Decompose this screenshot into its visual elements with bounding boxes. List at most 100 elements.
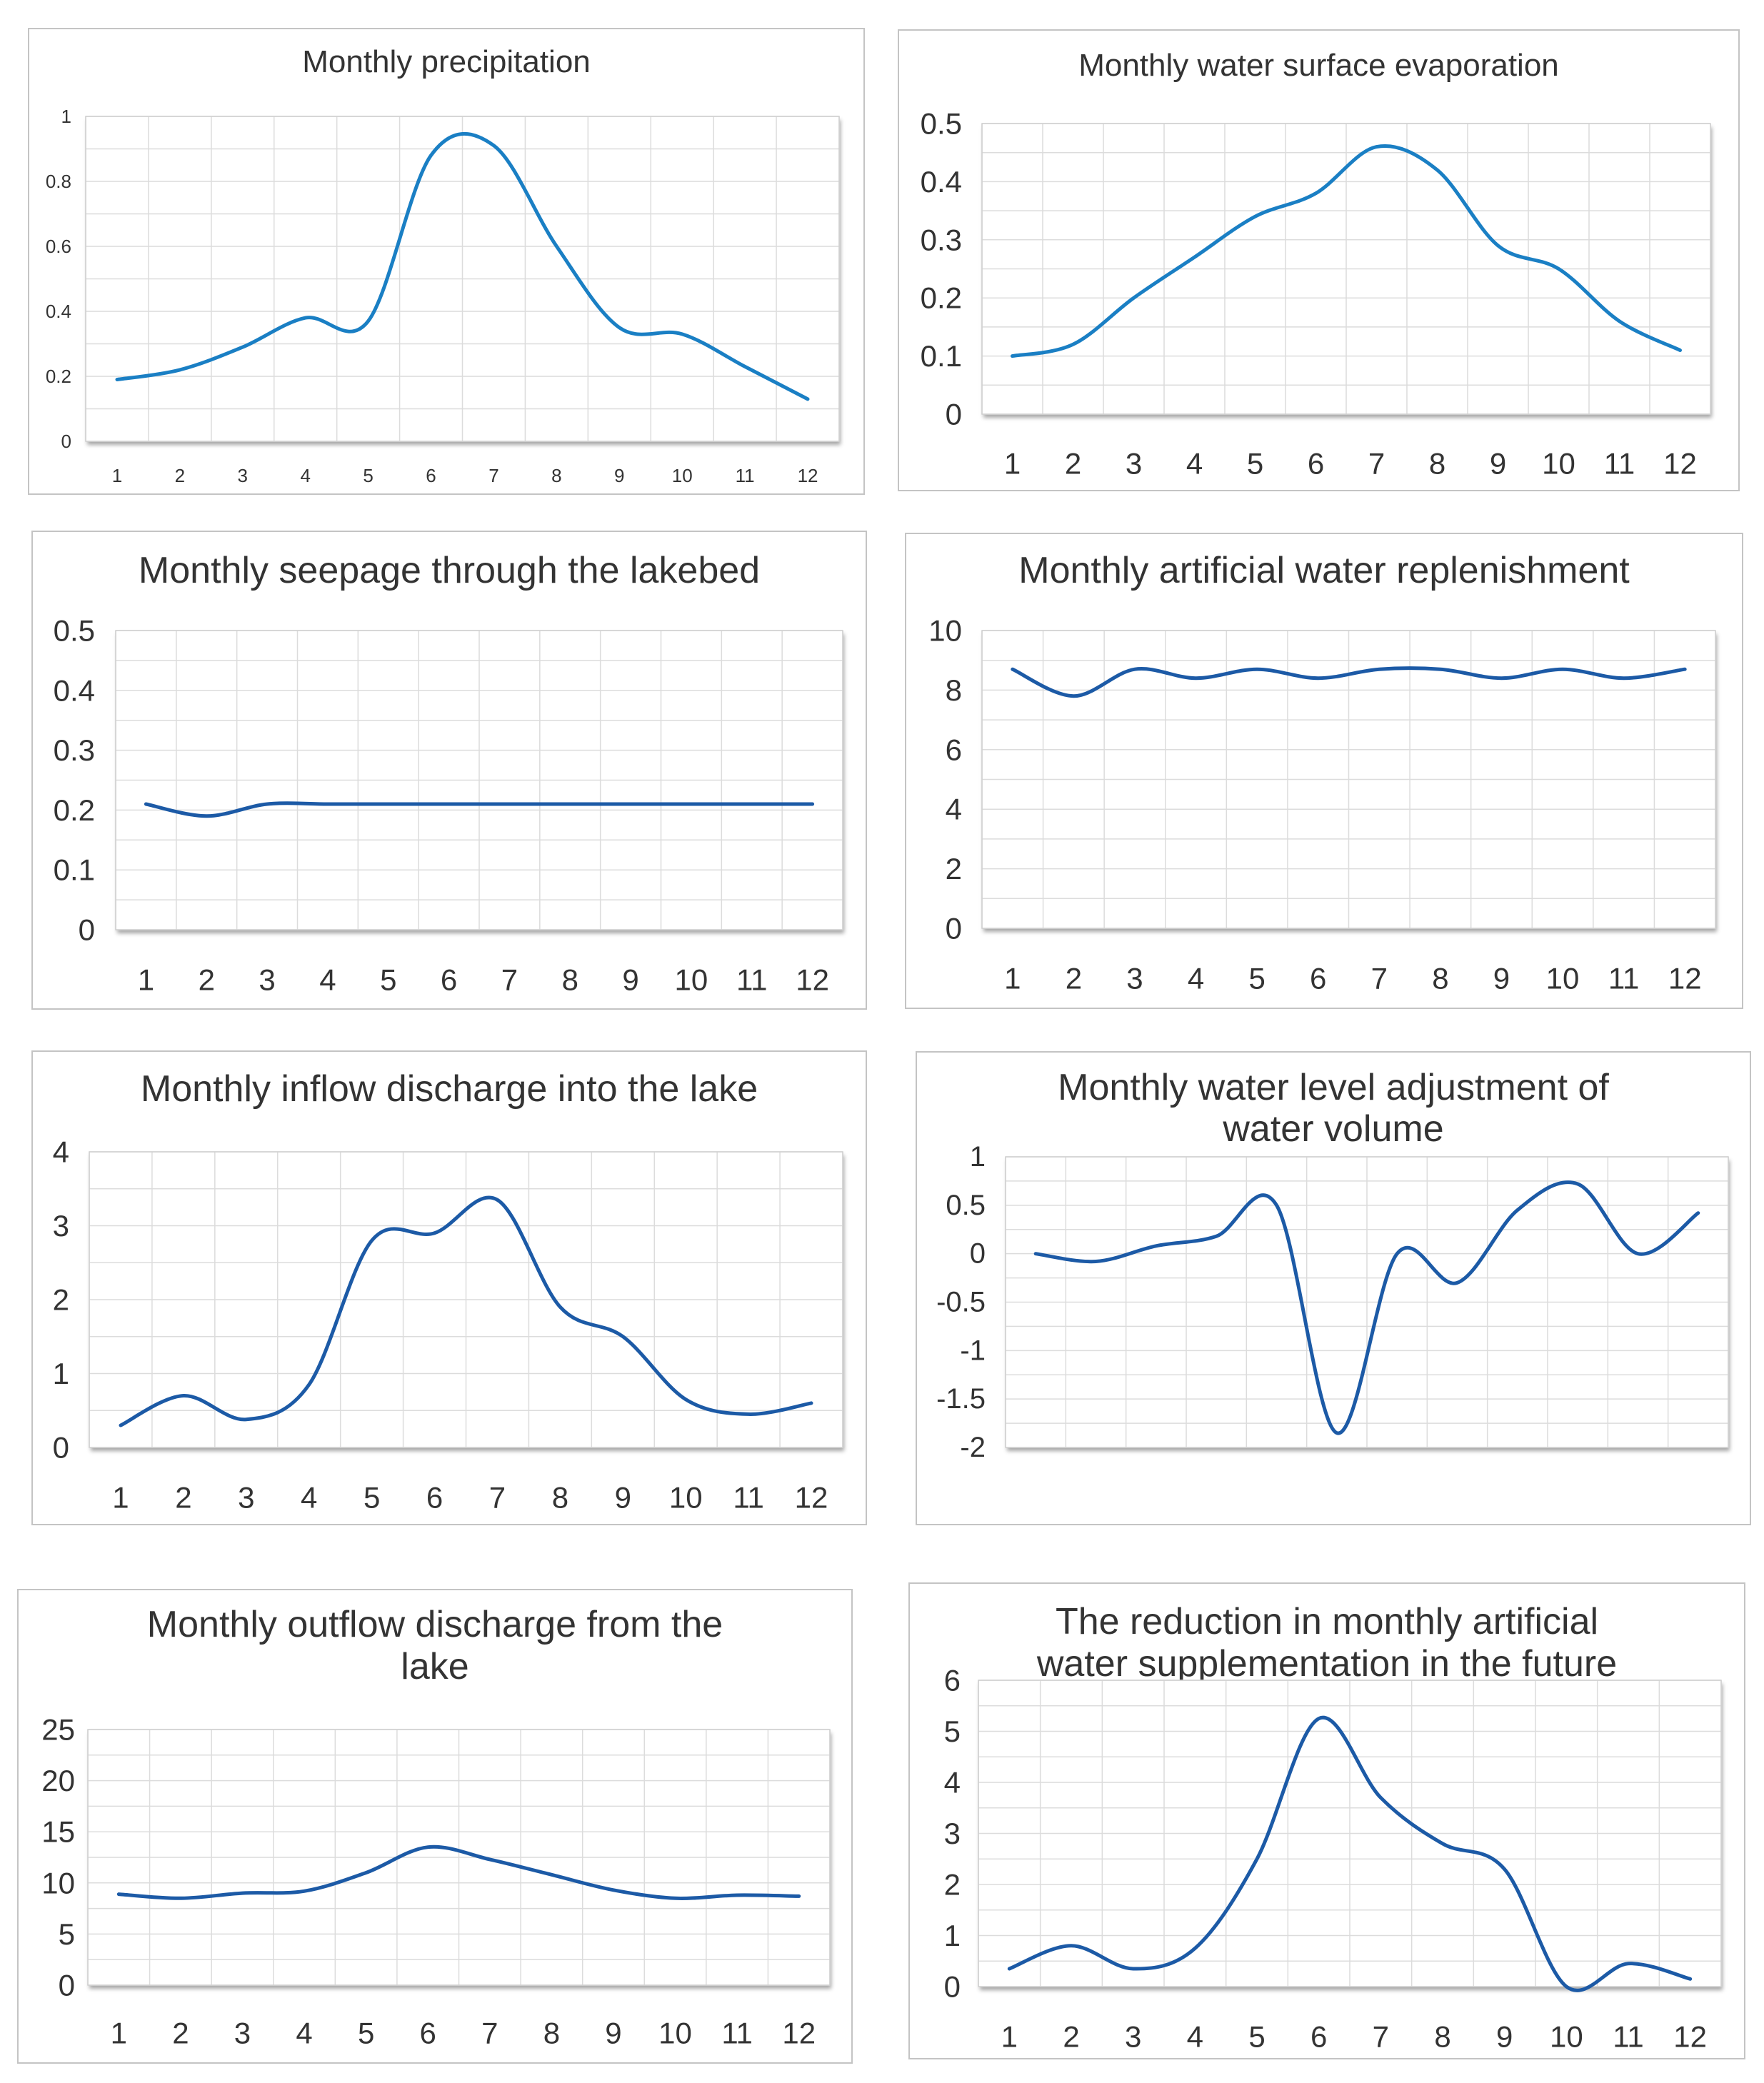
y-tick-label: -0.5	[936, 1287, 986, 1318]
x-tick-label: 7	[1371, 962, 1388, 995]
y-tick-label: 0.4	[54, 673, 95, 707]
x-tick-label: 3	[238, 1481, 254, 1515]
x-tick-label: 5	[1247, 447, 1263, 481]
chart-title: Monthly inflow discharge into the lake	[141, 1068, 758, 1110]
chart-title: Monthly outflow discharge from the	[147, 1604, 723, 1645]
plot-border	[89, 1151, 843, 1448]
x-tick-label: 9	[605, 2017, 621, 2050]
chart-title: lake	[401, 1646, 468, 1687]
y-tick-label: 4	[944, 1766, 961, 1800]
x-tick-label: 9	[614, 465, 624, 486]
x-tick-label: 2	[175, 1481, 191, 1515]
y-tick-label: 0.5	[54, 614, 95, 648]
y-tick-label: -2	[960, 1432, 986, 1463]
y-tick-label: 0	[946, 398, 962, 431]
y-tick-label: 2	[53, 1283, 69, 1317]
y-tick-label: 2	[946, 852, 962, 885]
x-tick-label: 2	[1063, 2020, 1079, 2054]
x-tick-label: 4	[296, 2017, 312, 2050]
x-tick-label: 7	[489, 1481, 506, 1515]
y-tick-label: 0.4	[46, 301, 71, 322]
x-tick-label: 5	[1248, 962, 1265, 995]
y-tick-label: 0.5	[921, 107, 962, 141]
x-tick-label: 4	[300, 465, 310, 486]
y-tick-label: 0.6	[46, 236, 71, 257]
x-tick-label: 3	[259, 963, 275, 997]
x-tick-label: 7	[1373, 2020, 1389, 2054]
x-tick-label: 7	[488, 465, 498, 486]
y-tick-label: 0	[59, 1969, 75, 2002]
x-tick-label: 11	[1608, 962, 1640, 995]
chart-panel-4: Monthly artificial water replenishment 0 2…	[905, 533, 1743, 1009]
y-tick-label: 1	[970, 1141, 986, 1173]
x-tick-label: 10	[658, 2017, 692, 2050]
y-tick-label: 0	[970, 1238, 986, 1270]
x-tick-label: 6	[441, 963, 457, 997]
x-tick-label: 3	[1126, 962, 1143, 995]
series-line	[1033, 1180, 1700, 1435]
x-tick-label: 11	[721, 2017, 753, 2050]
chart-panel-8: The reduction in monthly artificialwater…	[908, 1582, 1745, 2059]
y-tick-label: 0	[946, 912, 962, 945]
x-tick-label: 5	[380, 963, 396, 997]
x-tick-label: 4	[1186, 447, 1203, 481]
x-tick-label: 2	[175, 465, 185, 486]
y-tick-label: -1.5	[936, 1383, 986, 1415]
x-tick-label: 10	[672, 465, 693, 486]
x-tick-label: 8	[562, 963, 578, 997]
plot-border	[981, 630, 1716, 929]
x-tick-label: 2	[172, 2017, 189, 2050]
y-tick-label: 25	[41, 1713, 75, 1747]
x-tick-label: 5	[1248, 2020, 1265, 2054]
y-tick-label: 0.3	[54, 733, 95, 767]
x-tick-label: 8	[1429, 447, 1445, 481]
chart-title: water volume	[1222, 1108, 1443, 1150]
chart-title: Monthly artificial water replenishment	[1018, 550, 1630, 591]
series-line	[115, 131, 810, 401]
x-tick-label: 4	[319, 963, 336, 997]
x-tick-label: 6	[1308, 447, 1324, 481]
x-tick-label: 1	[1004, 447, 1021, 481]
x-tick-label: 1	[112, 465, 122, 486]
y-tick-label: 3	[53, 1209, 69, 1243]
x-tick-label: 3	[238, 465, 248, 486]
plot-border	[115, 630, 843, 930]
series-line	[116, 1844, 801, 1900]
x-tick-label: 6	[420, 2017, 436, 2050]
y-tick-label: 1	[944, 1919, 961, 1952]
chart-panel-2: Monthly water surface evaporation 0 0.1 0.2…	[898, 29, 1740, 491]
plot-border	[1005, 1156, 1729, 1448]
x-tick-label: 1	[111, 2017, 127, 2050]
x-tick-label: 5	[364, 1481, 380, 1515]
series-line	[1007, 1715, 1693, 1992]
x-tick-label: 3	[234, 2017, 251, 2050]
y-tick-label: 0.3	[921, 223, 962, 256]
x-tick-label: 10	[675, 963, 708, 997]
series-line	[1011, 144, 1682, 358]
y-tick-label: 3	[944, 1817, 961, 1850]
y-tick-label: 0.2	[46, 366, 71, 387]
x-tick-label: 9	[622, 963, 638, 997]
x-tick-label: 3	[1126, 447, 1142, 481]
x-tick-label: 11	[733, 1481, 764, 1515]
y-tick-label: 0	[79, 913, 95, 947]
y-tick-label: 0.5	[946, 1190, 986, 1221]
y-tick-label: 4	[946, 793, 962, 826]
y-tick-label: 6	[946, 733, 962, 766]
x-tick-label: 10	[1550, 2020, 1583, 2054]
x-tick-label: 2	[1065, 447, 1081, 481]
x-tick-label: 6	[426, 1481, 443, 1515]
chart-title: water supplementation in the future	[1036, 1643, 1617, 1685]
x-tick-label: 2	[1066, 962, 1082, 995]
x-tick-label: 10	[1542, 447, 1575, 481]
plot-border	[978, 1680, 1722, 1987]
x-tick-label: 6	[1310, 962, 1326, 995]
plot-border	[981, 123, 1711, 415]
x-tick-label: 12	[1673, 2020, 1707, 2054]
y-tick-label: 0	[61, 431, 71, 452]
x-tick-label: 8	[1432, 962, 1448, 995]
chart-title: Monthly water surface evaporation	[1078, 48, 1559, 83]
